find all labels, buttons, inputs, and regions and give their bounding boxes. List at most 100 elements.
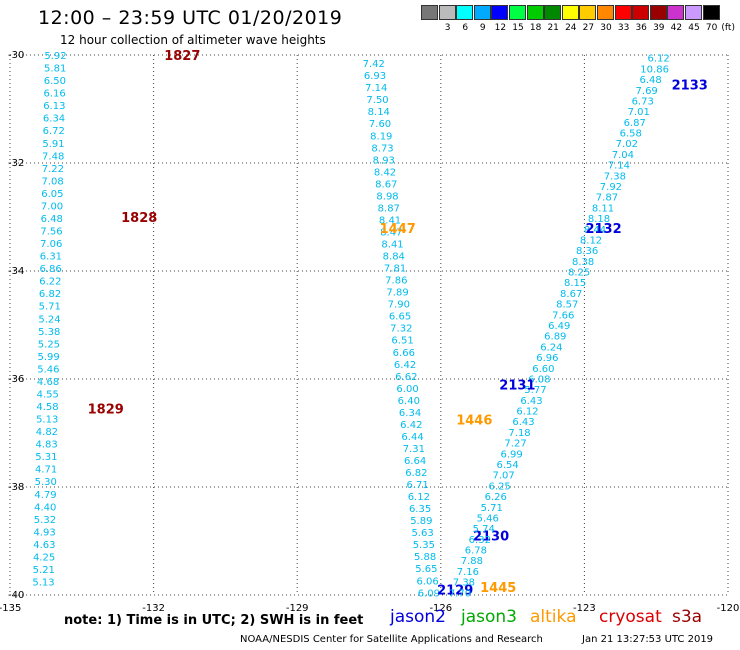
chart-subtitle: 12 hour collection of altimeter wave hei…: [60, 33, 326, 47]
wave-height-value: 4.79: [34, 490, 56, 501]
wave-height-value: 6.35: [409, 504, 431, 515]
wave-height-value: 8.98: [376, 191, 398, 202]
colorbar-label: 30: [600, 23, 612, 33]
wave-height-value: 7.04: [612, 150, 634, 161]
wave-height-value: 8.12: [580, 235, 602, 246]
colorbar-label: 70: [705, 23, 718, 33]
generation-timestamp: Jan 21 13:27:53 UTC 2019: [582, 634, 714, 645]
wave-height-value: 8.57: [556, 300, 578, 311]
wave-height-value: 5.77: [524, 385, 546, 396]
wave-height-value: 8.87: [378, 203, 400, 214]
wave-height-value: 4.40: [34, 502, 56, 513]
wave-height-value: 7.81: [384, 264, 406, 275]
wave-height-value: 5.25: [38, 339, 60, 350]
wave-height-value: 10.86: [640, 64, 669, 75]
wave-height-value: 6.87: [624, 118, 646, 129]
wave-height-value: 6.43: [520, 396, 542, 407]
wave-height-value: 4.68: [37, 377, 59, 388]
satellite-altika: altika: [530, 607, 577, 627]
wave-height-value: 6.93: [364, 71, 386, 82]
wave-height-value: 6.51: [391, 336, 413, 347]
wave-height-value: 5.46: [37, 364, 59, 375]
colorbar-swatch: [544, 5, 562, 20]
wave-height-value: 7.22: [42, 164, 64, 175]
colorbar-swatch: [667, 5, 685, 20]
wave-height-value: 8.15: [564, 278, 586, 289]
wave-height-value: 6.40: [398, 396, 420, 407]
wave-height-value: 7.27: [504, 439, 526, 450]
wave-height-value: 7.01: [628, 107, 650, 118]
wave-height-value: 6.32: [469, 535, 491, 546]
wave-height-value: 8.67: [375, 179, 397, 190]
wave-height-value: 8.18: [588, 214, 610, 225]
wave-height-value: 8.19: [370, 131, 392, 142]
wave-height-value: 6.64: [404, 456, 426, 467]
colorbar-swatch: [421, 5, 438, 20]
wave-height-value: 6.99: [500, 449, 522, 460]
wave-height-value: 7.42: [363, 59, 385, 70]
colorbar-swatch: [509, 5, 526, 20]
wave-height-value: 4.83: [36, 440, 58, 451]
wave-height-value: 7.14: [608, 161, 630, 172]
credit-line: NOAA/NESDIS Center for Satellite Applica…: [240, 634, 543, 645]
wave-height-value: 6.42: [400, 420, 422, 431]
colorbar-swatch: [491, 5, 509, 20]
wave-height-value: 6.49: [548, 321, 570, 332]
satellite-jason2: jason2: [390, 607, 446, 627]
wave-height-value: 6.22: [39, 277, 61, 288]
wave-height-value: 5.65: [415, 564, 437, 575]
x-tick-label: -126: [429, 603, 452, 614]
wave-height-value: 8.25: [568, 268, 590, 279]
colorbar-label: 24: [565, 23, 577, 33]
wave-height-value: 6.25: [489, 481, 511, 492]
pass-time-label: 1828: [121, 211, 157, 226]
colorbar-label: 12: [494, 23, 507, 33]
colorbar-label: 42: [670, 23, 683, 33]
satellite-jason3: jason3: [461, 607, 517, 627]
wave-height-value: 7.66: [552, 310, 574, 321]
wave-height-value: 7.00: [41, 201, 63, 212]
x-tick-label: -120: [717, 603, 740, 614]
wave-height-value: 6.09: [418, 588, 440, 599]
wave-height-value: 6.08: [528, 374, 550, 385]
wave-height-value: 6.06: [416, 576, 438, 587]
wave-height-value: 6.82: [39, 289, 61, 300]
pass-time-label: 1827: [164, 49, 200, 64]
pass-time-label: 1445: [480, 581, 516, 596]
satellite-cryosat: cryosat: [599, 607, 662, 627]
wave-height-value: 6.62: [395, 372, 417, 383]
x-tick-label: -129: [286, 603, 309, 614]
colorbar-label: 39: [653, 23, 665, 33]
wave-height-value: 7.86: [385, 276, 407, 287]
colorbar-label: 21: [547, 23, 559, 33]
wave-height-value: 4.71: [35, 465, 57, 476]
wave-height-value: 6.26: [485, 492, 507, 503]
wave-height-value: 4.55: [37, 389, 59, 400]
colorbar-swatch: [438, 5, 456, 20]
y-tick-label: -36: [8, 374, 24, 385]
wave-height-value: 6.43: [512, 417, 534, 428]
x-tick-label: -132: [142, 603, 165, 614]
colorbar-label: 33: [617, 23, 630, 33]
wave-height-value: 8.67: [560, 289, 582, 300]
wave-height-value: 8.42: [374, 167, 396, 178]
colorbar-swatch: [579, 5, 597, 20]
colorbar-label: 36: [635, 23, 647, 33]
wave-height-value: 8.11: [592, 203, 614, 214]
chart-title: 12:00 – 23:59 UTC 01/20/2019: [38, 7, 343, 29]
wave-height-value: 6.31: [40, 252, 62, 263]
y-tick-label: -38: [8, 482, 24, 493]
wave-height-value: 7.88: [461, 556, 483, 567]
pass-time-label: 2133: [672, 79, 708, 94]
wave-height-value: 5.91: [42, 139, 64, 150]
wave-height-value: 5.74: [473, 524, 495, 535]
wave-height-value: 8.93: [373, 155, 395, 166]
wave-height-value: 6.50: [44, 76, 66, 87]
pass-time-label: 2131: [499, 378, 535, 393]
colorbar-swatch: [526, 5, 544, 20]
x-tick-label: -123: [573, 603, 596, 614]
pass-time-label: 1447: [380, 222, 416, 237]
wave-height-value: 6.12: [647, 54, 669, 65]
wave-height-value: 6.12: [516, 407, 538, 418]
